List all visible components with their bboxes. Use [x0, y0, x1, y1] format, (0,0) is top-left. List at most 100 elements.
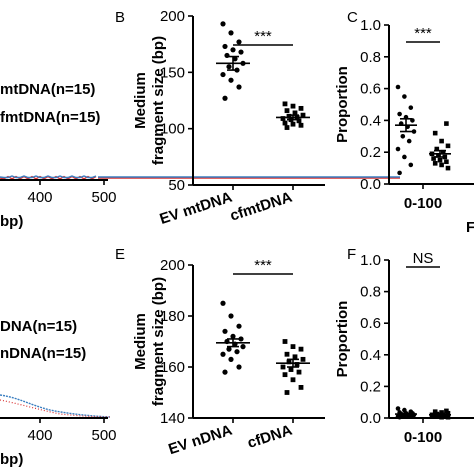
panel-c-point: [402, 94, 407, 99]
panel-e-y-tick-label: 160: [160, 359, 185, 376]
panel-e-point: [222, 328, 228, 334]
panel-b-point: [290, 103, 296, 109]
panel-e-point: [298, 385, 304, 390]
panel-e-y-tick-label: 140: [160, 410, 185, 427]
panel-b-point: [292, 110, 298, 116]
panel-e-point: [290, 377, 296, 383]
panel-f-point: [444, 408, 449, 414]
panel-b-point: [222, 43, 228, 50]
panel-b-point: [236, 39, 242, 45]
panel-f-point: [439, 414, 444, 420]
panel-a-x-tick-label: 400: [27, 189, 52, 206]
panel-b-point: [284, 125, 290, 130]
panel-e-x-tick-label: cfDNA: [245, 422, 294, 452]
panel-b-y-tick-label: 50: [168, 177, 185, 194]
panel-e-point: [280, 364, 286, 370]
panel-b-point: [222, 95, 228, 101]
panel-d-series-red: [0, 399, 111, 418]
panel-b-x-tick-label: EV mtDNA: [158, 189, 235, 228]
panel-e-panel-letter: E: [115, 246, 125, 263]
panel-e-point: [228, 356, 234, 362]
panel-c-cropped-label: F: [466, 219, 474, 236]
panel-a-legend-entry: fmtDNA(n=15): [0, 109, 100, 126]
panel-f-x-tick-label: 0-100: [404, 429, 442, 446]
panel-c-y-label: Proportion: [334, 66, 351, 143]
panel-d-x-tick-label: 400: [27, 427, 52, 444]
panel-e-significance-label: ***: [254, 257, 272, 274]
panel-b-point: [230, 47, 236, 53]
panel-c-point: [432, 161, 438, 166]
panel-c-point: [431, 156, 436, 161]
panel-e-point: [284, 390, 290, 395]
panel-f-y-tick-label: 1.0: [360, 252, 381, 269]
panel-e-point: [292, 354, 298, 360]
panel-c-point: [408, 105, 414, 110]
panel-b-x-tick-label: cfmtDNA: [228, 189, 294, 225]
panel-d-series-blue: [0, 394, 111, 418]
panel-c-point: [436, 153, 441, 158]
panel-f-point: [432, 414, 438, 419]
panel-f-point: [395, 406, 401, 411]
panel-f-significance-label: NS: [413, 250, 434, 267]
panel-e-y-tick-label: 180: [160, 308, 185, 325]
panel-e-point: [290, 344, 296, 349]
panel-b-y-label-line2: fragment size (bp): [150, 36, 167, 165]
panel-d-x-tick-label: 500: [91, 427, 116, 444]
panel-e-point: [294, 362, 300, 367]
panel-c-point: [444, 121, 449, 126]
panel-c-point: [402, 154, 407, 160]
panel-b-point: [282, 120, 288, 126]
panel-c-point: [397, 170, 402, 176]
panel-c-significance-label: ***: [414, 25, 432, 42]
panel-e-point: [236, 364, 242, 370]
panel-f-point: [445, 414, 451, 420]
panel-b-point: [228, 77, 234, 83]
panel-c-y-tick-label: 0.6: [360, 81, 381, 98]
panel-f-y-label: Proportion: [334, 301, 351, 378]
panel-e-point: [240, 344, 246, 350]
panel-e-x-tick-label: EV nDNA: [166, 422, 234, 459]
panel-f-y-tick-label: 0.8: [360, 284, 381, 301]
panel-e-point: [296, 369, 302, 375]
panel-e-point: [226, 346, 232, 352]
panel-c-x-tick-label: 0-100: [404, 195, 442, 212]
panel-b-point: [284, 108, 290, 114]
panel-b-point: [220, 21, 226, 27]
panel-b-point: [296, 118, 302, 124]
panel-e-y-label-line2: fragment size (bp): [150, 277, 167, 406]
panel-c-point: [445, 143, 451, 149]
panel-d-legend-entry: DNA(n=15): [0, 318, 77, 335]
panel-f-point: [397, 414, 402, 420]
panel-b-point: [236, 84, 242, 90]
panel-e-point: [236, 323, 242, 329]
panel-e-point: [234, 349, 240, 355]
panel-e-point: [282, 339, 288, 344]
panel-f-y-tick-label: 0.6: [360, 315, 381, 332]
panel-c-point: [408, 162, 414, 168]
panel-f-y-tick-label: 0.4: [360, 347, 381, 364]
panel-c-point: [406, 138, 412, 144]
panel-b-point: [228, 30, 234, 36]
panel-c-point: [445, 165, 451, 171]
panel-c-y-tick-label: 0.2: [360, 144, 381, 161]
panel-c-point: [432, 130, 438, 136]
panel-f-point: [439, 410, 444, 415]
panel-e-point: [298, 346, 304, 352]
panel-b-y-tick-label: 150: [160, 64, 185, 81]
panel-e-point: [228, 313, 234, 319]
panel-c-point: [437, 157, 443, 163]
panel-a-legend-entry: mtDNA(n=15): [0, 81, 95, 98]
panel-a-x-axis-label: bp): [0, 213, 23, 230]
panel-b-point: [298, 105, 304, 111]
panel-f-y-tick-label: 0.0: [360, 410, 381, 427]
panel-e-y-tick-label: 200: [160, 257, 185, 274]
panel-c-point: [411, 129, 417, 134]
panel-c-point: [444, 159, 449, 165]
panel-d-legend-entry: nDNA(n=15): [0, 345, 86, 362]
panel-e-point: [288, 367, 294, 372]
panel-b-panel-letter: B: [115, 9, 125, 26]
panel-b-point: [226, 64, 232, 70]
panel-f-panel-letter: F: [347, 246, 356, 263]
panel-e-point: [284, 351, 290, 357]
